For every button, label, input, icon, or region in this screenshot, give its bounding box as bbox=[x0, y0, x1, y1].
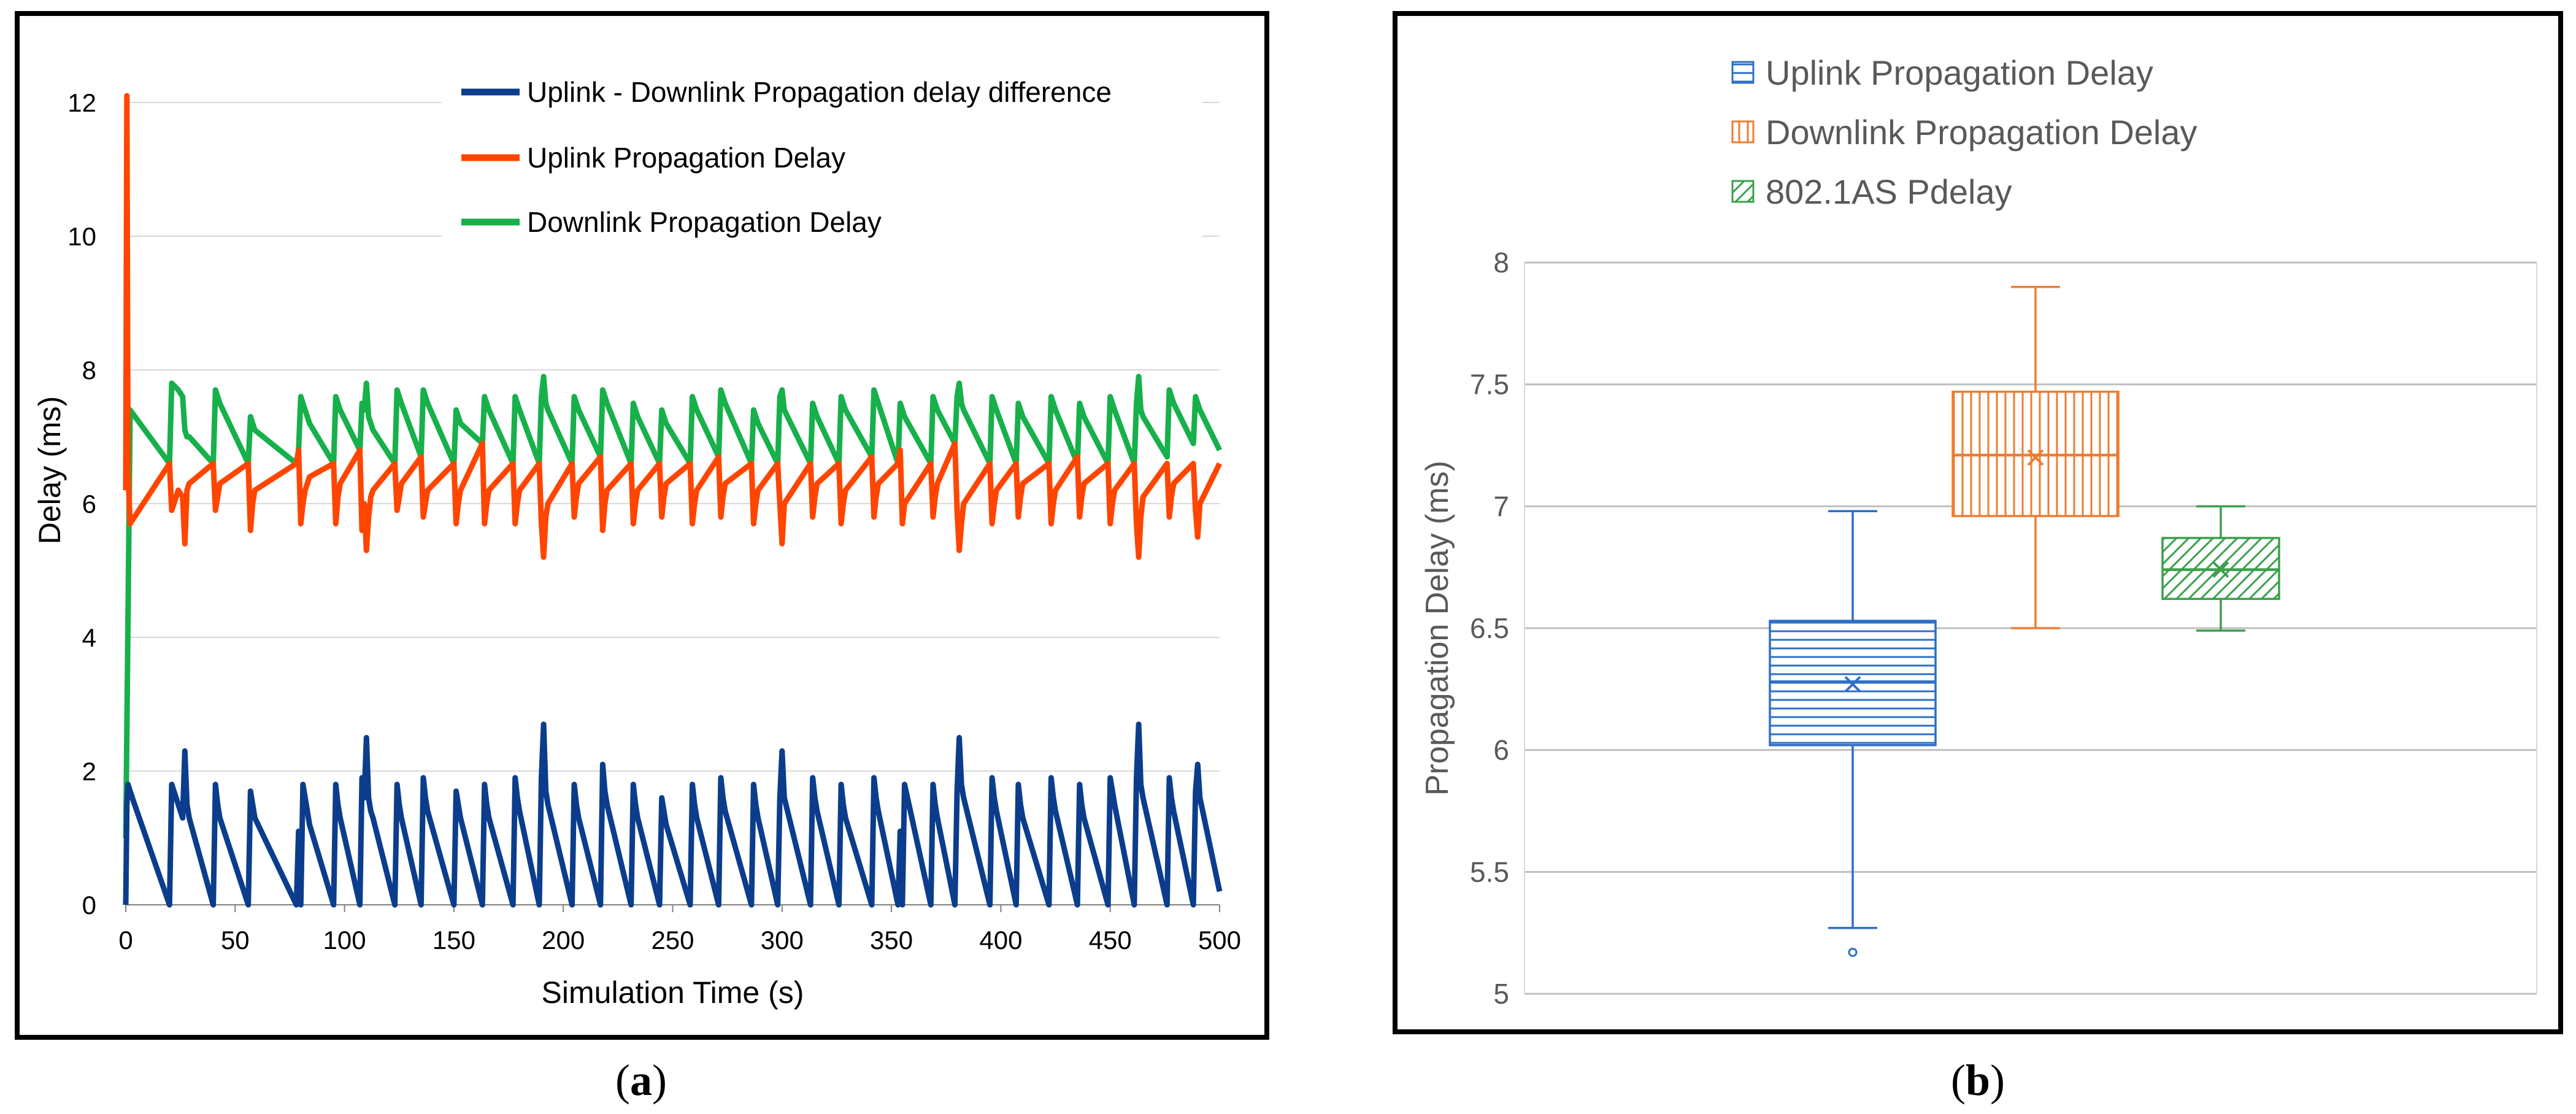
caption-a: (a) bbox=[615, 1056, 667, 1105]
y-tick-label: 6 bbox=[82, 490, 96, 518]
x-axis-title: Simulation Time (s) bbox=[542, 975, 804, 1010]
legend-swatch-1 bbox=[1731, 120, 1755, 144]
y-tick-label: 8 bbox=[82, 356, 96, 385]
x-tick-label: 300 bbox=[761, 926, 804, 955]
y-tick-label: 6 bbox=[1493, 734, 1509, 766]
y-tick-label: 5.5 bbox=[1470, 856, 1509, 888]
legend-label-1: Uplink Propagation Delay bbox=[527, 142, 845, 174]
x-tick-label: 150 bbox=[433, 926, 475, 955]
legend-label-0: Uplink Propagation Delay bbox=[1766, 53, 2153, 92]
series-line-0 bbox=[123, 721, 1223, 908]
y-tick-label: 6.5 bbox=[1470, 612, 1509, 644]
y-tick-label: 5 bbox=[1493, 978, 1509, 1010]
x-tick-label: 100 bbox=[323, 926, 366, 955]
legend-box bbox=[442, 61, 1202, 245]
y-tick-label: 10 bbox=[67, 222, 96, 251]
y-tick-label: 7.5 bbox=[1470, 369, 1509, 401]
outlier-point-0 bbox=[1848, 947, 1858, 957]
y-tick-label: 0 bbox=[82, 891, 96, 920]
y-axis-title: Propagation Delay (ms) bbox=[1420, 461, 1455, 796]
x-tick-label: 250 bbox=[651, 926, 694, 955]
legend-label-0: Uplink - Downlink Propagation delay diff… bbox=[527, 76, 1112, 108]
legend-swatch-2 bbox=[1731, 180, 1755, 203]
caption-b: (b) bbox=[1951, 1056, 2005, 1105]
x-tick-label: 350 bbox=[870, 926, 913, 955]
panel-b-frame bbox=[1393, 11, 2563, 1034]
box-chart-b: 5 5.5 6 6.5 7 7.5 8 Propagation Delay (ms) Uplin… bbox=[1420, 53, 2537, 1010]
series-line-1 bbox=[123, 93, 1223, 560]
y-tick-label: 7 bbox=[1493, 490, 1509, 522]
y-axis-title: Delay (ms) bbox=[33, 396, 67, 545]
x-tick-label: 500 bbox=[1198, 926, 1241, 955]
mean-marker-0 bbox=[1844, 675, 1861, 693]
line-chart-a: 0 2 4 6 8 10 12 0 50 100 150 200 250 300 350 400 450 500 S… bbox=[33, 61, 1241, 1010]
legend-swatch-0 bbox=[1731, 61, 1755, 84]
mean-marker-2 bbox=[2212, 561, 2229, 578]
legend-label-2: 802.1AS Pdelay bbox=[1766, 172, 2012, 211]
y-tick-label: 2 bbox=[82, 757, 96, 786]
x-tick-label: 450 bbox=[1089, 926, 1132, 955]
legend-label-2: Downlink Propagation Delay bbox=[527, 206, 882, 238]
y-tick-label: 12 bbox=[67, 88, 96, 117]
x-tick-label: 200 bbox=[542, 926, 585, 955]
x-tick-label: 400 bbox=[979, 926, 1022, 955]
mean-marker-1 bbox=[2027, 449, 2044, 466]
y-tick-label: 8 bbox=[1493, 247, 1509, 278]
y-tick-label: 4 bbox=[82, 623, 96, 652]
legend-label-1: Downlink Propagation Delay bbox=[1766, 113, 2197, 152]
x-tick-label: 50 bbox=[221, 926, 250, 955]
x-tick-label: 0 bbox=[118, 926, 133, 955]
